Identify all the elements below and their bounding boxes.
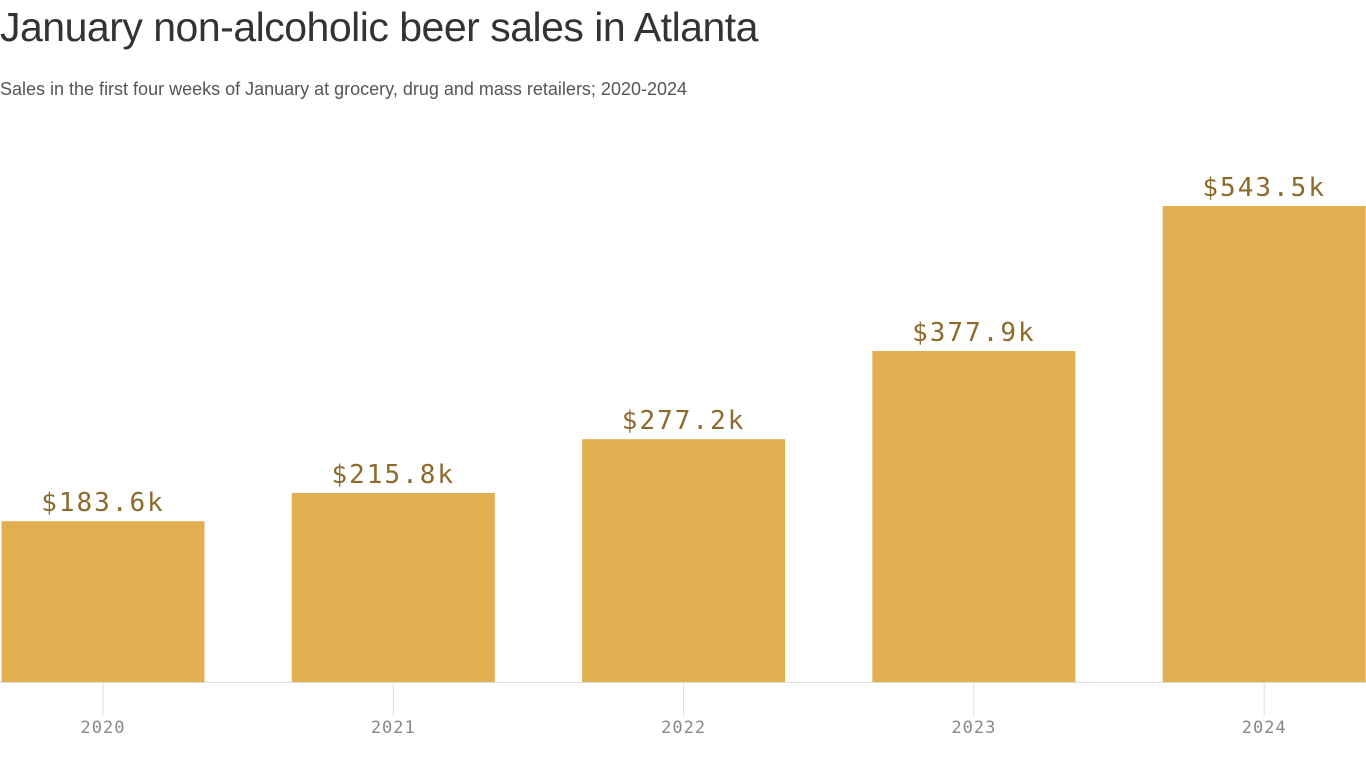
bar-2022 bbox=[582, 439, 786, 682]
data-label-2023: $377.9k bbox=[912, 318, 1036, 348]
bar-2024 bbox=[1162, 206, 1366, 682]
x-tick-label-2020: 2020 bbox=[81, 718, 126, 738]
data-label-2022: $277.2k bbox=[622, 406, 746, 436]
chart-title: January non-alcoholic beer sales in Atla… bbox=[0, 4, 758, 50]
data-label-2021: $215.8k bbox=[332, 460, 456, 490]
x-tick-label-2023: 2023 bbox=[951, 718, 996, 738]
bar-2021 bbox=[291, 493, 495, 682]
x-tick-label-2024: 2024 bbox=[1242, 718, 1287, 738]
data-label-2020: $183.6k bbox=[41, 488, 165, 518]
bar-2023 bbox=[872, 351, 1076, 682]
x-tick-label-2022: 2022 bbox=[661, 718, 706, 738]
x-tick-label-2021: 2021 bbox=[371, 718, 416, 738]
chart-subtitle: Sales in the first four weeks of January… bbox=[0, 79, 688, 99]
bar-2020 bbox=[1, 521, 205, 682]
data-label-2024: $543.5k bbox=[1202, 173, 1326, 203]
